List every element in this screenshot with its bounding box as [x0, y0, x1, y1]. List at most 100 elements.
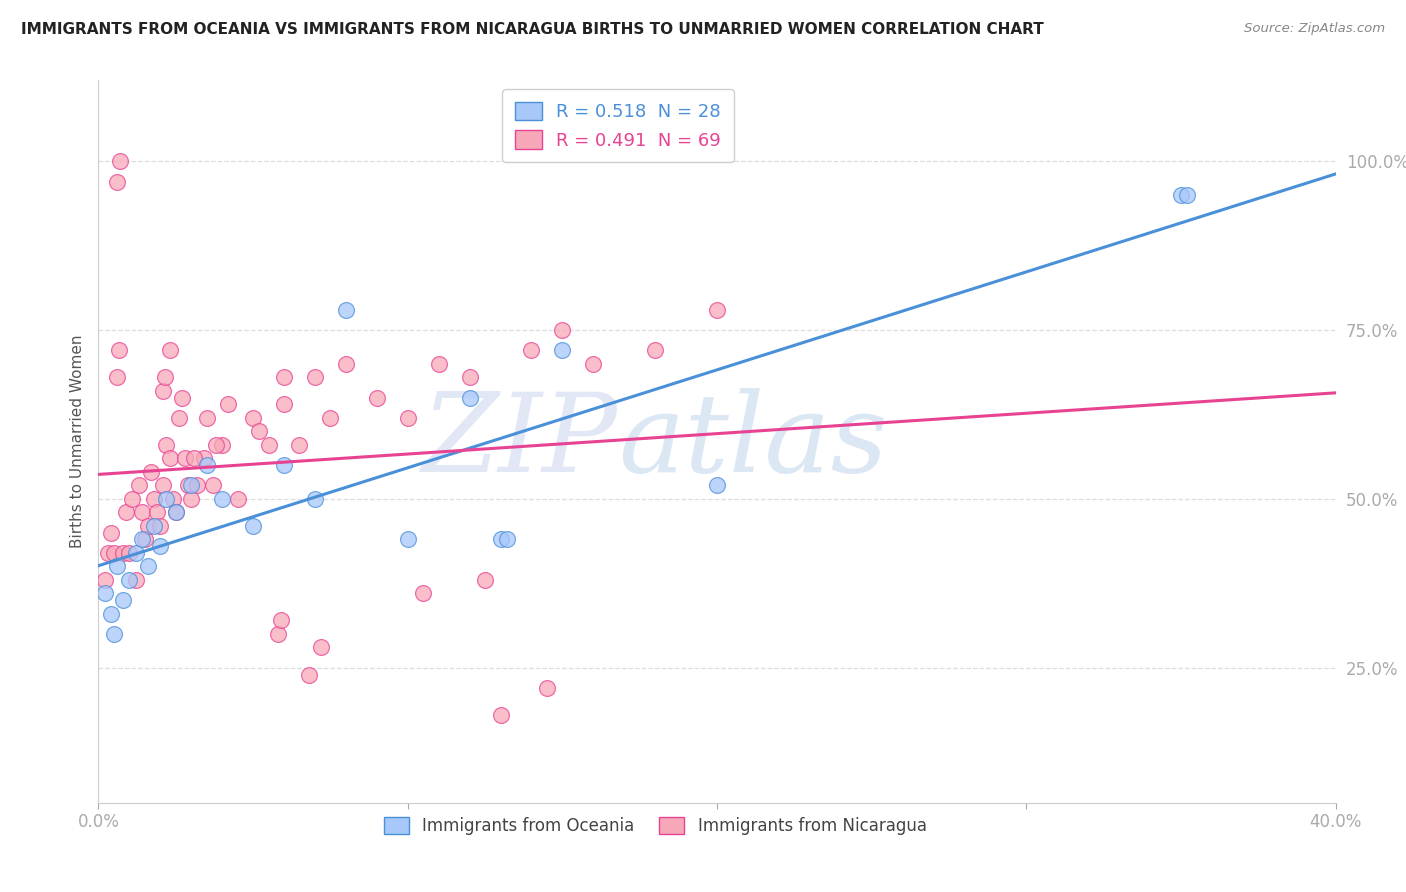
Point	[644, 343, 666, 358]
Point	[152, 478, 174, 492]
Point	[170, 391, 193, 405]
Point	[458, 370, 481, 384]
Point	[270, 614, 292, 628]
Point	[118, 573, 141, 587]
Point	[335, 302, 357, 317]
Point	[217, 397, 239, 411]
Point	[304, 491, 326, 506]
Point	[136, 559, 159, 574]
Point	[412, 586, 434, 600]
Point	[427, 357, 450, 371]
Point	[155, 491, 177, 506]
Point	[121, 491, 143, 506]
Point	[162, 491, 184, 506]
Point	[298, 667, 321, 681]
Point	[112, 593, 135, 607]
Point	[136, 519, 159, 533]
Text: ZIP: ZIP	[422, 388, 619, 495]
Text: atlas: atlas	[619, 388, 887, 495]
Point	[159, 451, 181, 466]
Point	[489, 533, 512, 547]
Point	[396, 411, 419, 425]
Point	[155, 438, 177, 452]
Point	[118, 546, 141, 560]
Point	[319, 411, 342, 425]
Point	[195, 411, 218, 425]
Point	[489, 708, 512, 723]
Point	[201, 478, 224, 492]
Point	[273, 370, 295, 384]
Point	[107, 343, 129, 358]
Point	[273, 458, 295, 472]
Point	[495, 533, 517, 547]
Point	[304, 370, 326, 384]
Point	[100, 525, 122, 540]
Point	[195, 458, 218, 472]
Point	[226, 491, 249, 506]
Point	[105, 370, 128, 384]
Point	[139, 465, 162, 479]
Point	[165, 505, 187, 519]
Point	[165, 505, 187, 519]
Text: IMMIGRANTS FROM OCEANIA VS IMMIGRANTS FROM NICARAGUA BIRTHS TO UNMARRIED WOMEN C: IMMIGRANTS FROM OCEANIA VS IMMIGRANTS FR…	[21, 22, 1043, 37]
Point	[143, 519, 166, 533]
Point	[551, 323, 574, 337]
Point	[211, 491, 233, 506]
Point	[131, 533, 153, 547]
Point	[267, 627, 290, 641]
Point	[706, 478, 728, 492]
Point	[205, 438, 228, 452]
Point	[288, 438, 311, 452]
Point	[536, 681, 558, 695]
Point	[273, 397, 295, 411]
Point	[93, 586, 115, 600]
Point	[174, 451, 197, 466]
Point	[134, 533, 156, 547]
Point	[366, 391, 388, 405]
Point	[97, 546, 120, 560]
Point	[149, 519, 172, 533]
Point	[93, 573, 115, 587]
Point	[551, 343, 574, 358]
Point	[124, 573, 146, 587]
Point	[177, 478, 200, 492]
Point	[153, 370, 176, 384]
Point	[131, 505, 153, 519]
Point	[458, 391, 481, 405]
Point	[1170, 188, 1192, 202]
Point	[152, 384, 174, 398]
Point	[103, 627, 125, 641]
Point	[105, 175, 128, 189]
Point	[1175, 188, 1198, 202]
Point	[193, 451, 215, 466]
Point	[146, 505, 169, 519]
Point	[100, 607, 122, 621]
Point	[180, 491, 202, 506]
Y-axis label: Births to Unmarried Women: Births to Unmarried Women	[69, 334, 84, 549]
Point	[180, 478, 202, 492]
Point	[474, 573, 496, 587]
Point	[242, 519, 264, 533]
Point	[309, 640, 332, 655]
Point	[335, 357, 357, 371]
Point	[112, 546, 135, 560]
Point	[124, 546, 146, 560]
Point	[396, 533, 419, 547]
Point	[242, 411, 264, 425]
Text: Source: ZipAtlas.com: Source: ZipAtlas.com	[1244, 22, 1385, 36]
Point	[186, 478, 208, 492]
Point	[108, 154, 131, 169]
Point	[128, 478, 150, 492]
Point	[183, 451, 205, 466]
Point	[159, 343, 181, 358]
Point	[103, 546, 125, 560]
Legend: Immigrants from Oceania, Immigrants from Nicaragua: Immigrants from Oceania, Immigrants from…	[374, 807, 936, 845]
Point	[706, 302, 728, 317]
Point	[257, 438, 280, 452]
Point	[167, 411, 190, 425]
Point	[105, 559, 128, 574]
Point	[115, 505, 138, 519]
Point	[247, 425, 270, 439]
Point	[520, 343, 543, 358]
Point	[582, 357, 605, 371]
